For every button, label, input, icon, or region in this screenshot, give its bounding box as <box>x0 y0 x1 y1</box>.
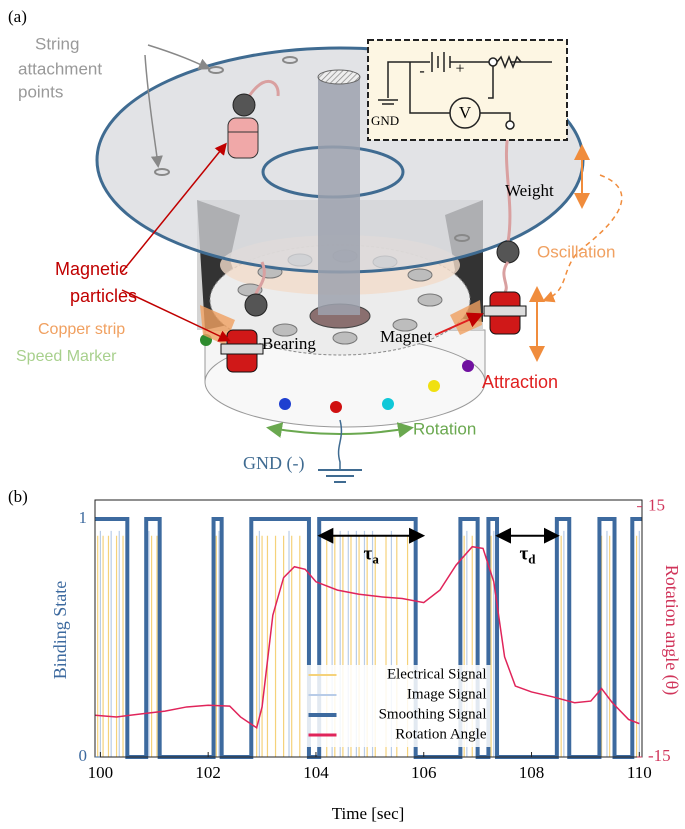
string-label: points <box>18 82 63 101</box>
x-tick-label: 108 <box>519 763 545 782</box>
x-tick-label: 100 <box>88 763 114 782</box>
circuit-minus: - <box>419 63 424 80</box>
legend-label: Rotation Angle <box>395 726 487 742</box>
circuit-gnd: GND <box>371 113 399 128</box>
x-tick-label: 106 <box>411 763 437 782</box>
figure: (a) String attachment points GND V - + W… <box>0 0 685 829</box>
x-tick-label: 104 <box>303 763 329 782</box>
speed-marker-label: Speed Marker <box>16 348 117 365</box>
x-axis-label: Time [sec] <box>332 804 405 823</box>
y2-tick-label: -15 <box>648 746 671 765</box>
circuit-meter: V <box>459 103 472 122</box>
interval-symbol: τ <box>364 544 373 565</box>
bearing-label: Bearing <box>262 334 316 353</box>
panel-label: (b) <box>8 487 28 506</box>
interval-subscript: a <box>372 552 379 567</box>
chart: (b) Time [sec] Binding State Rotation an… <box>8 487 682 823</box>
interval-label: τa <box>364 544 380 567</box>
copper-strip-label: Copper strip <box>38 321 125 338</box>
y-tick-label: 0 <box>79 746 88 765</box>
oscillation-label: Oscillation <box>537 242 615 261</box>
rotation-label: Rotation <box>413 419 476 438</box>
x-tick-label: 102 <box>195 763 221 782</box>
magnet-label: Magnet <box>380 327 432 346</box>
interval-subscript: d <box>528 552 536 567</box>
weight-label: Weight <box>505 181 554 200</box>
y-axis-label: Binding State <box>50 581 70 680</box>
y-tick-label: 1 <box>79 508 88 527</box>
y2-axis-label: Rotation angle (θ) <box>661 565 682 696</box>
legend-label: Electrical Signal <box>387 666 487 682</box>
string-label: String <box>35 34 79 53</box>
circuit-plus: + <box>455 61 464 78</box>
interval-symbol: τ <box>519 544 528 565</box>
x-tick-label: 110 <box>627 763 652 782</box>
attraction-label: Attraction <box>482 372 558 392</box>
panel-label: (a) <box>8 7 27 26</box>
y2-tick-label: 15 <box>648 496 665 515</box>
magnetic-label: Magnetic <box>55 259 128 279</box>
magnetic-label: particles <box>70 286 137 306</box>
string-label: attachment <box>18 59 102 78</box>
ground-label: GND (-) <box>243 453 304 474</box>
legend-label: Smoothing Signal <box>379 706 487 722</box>
interval-label: τd <box>519 544 536 567</box>
legend-label: Image Signal <box>407 686 487 702</box>
